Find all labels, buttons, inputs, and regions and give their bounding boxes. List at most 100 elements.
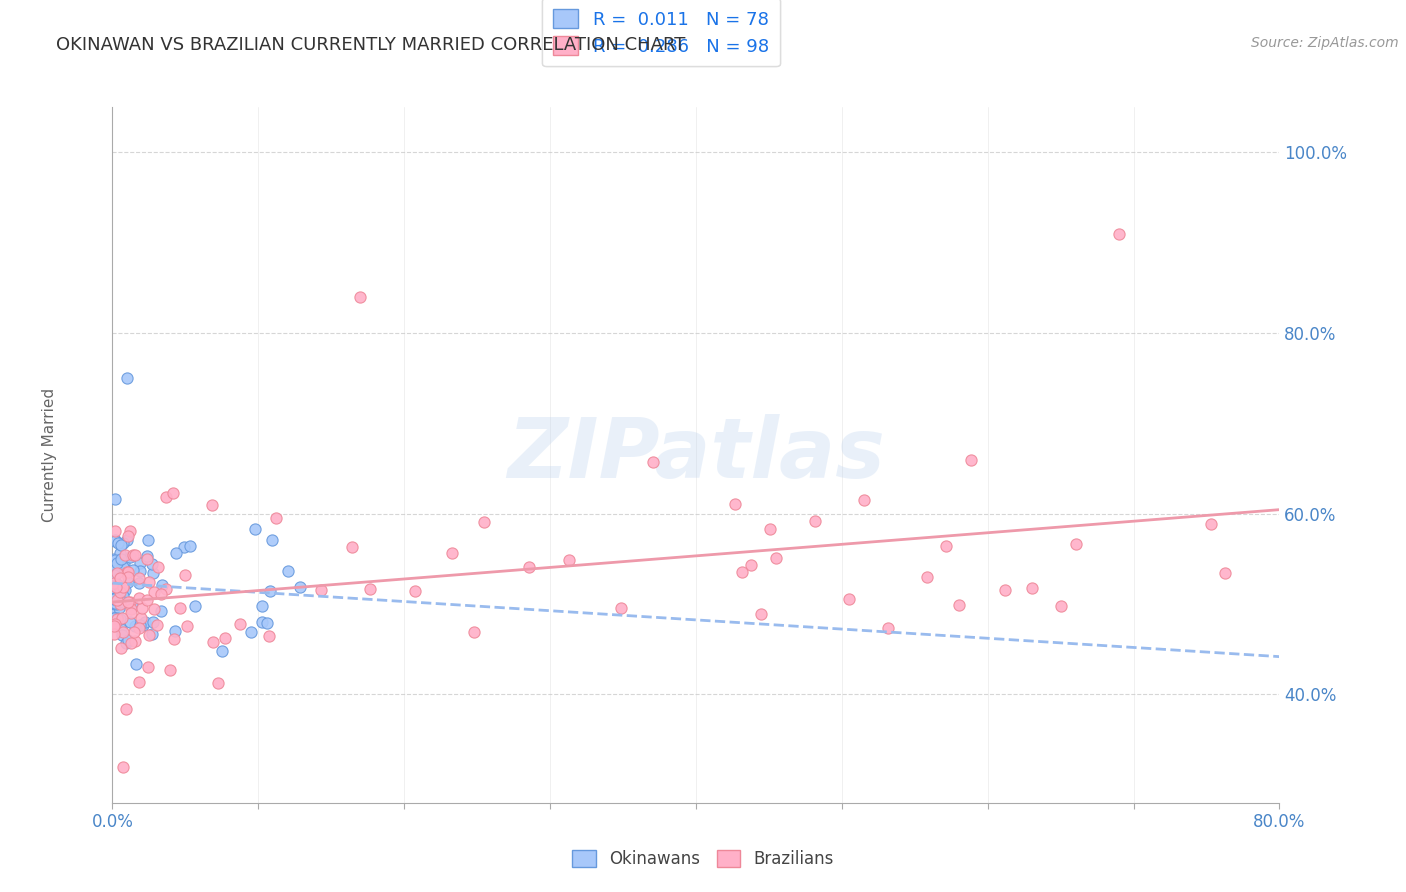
Point: [110, 551, 132, 566]
Point: [145, 617, 167, 632]
Point: [250, 615, 273, 630]
Point: [163, 624, 186, 639]
Point: [117, 529, 139, 543]
Point: [134, 615, 156, 630]
Point: [349, 290, 371, 304]
Text: Currently Married: Currently Married: [42, 388, 56, 522]
Point: [165, 545, 187, 559]
Point: [129, 618, 152, 632]
Point: [174, 567, 197, 582]
Point: [207, 675, 229, 690]
Point: [120, 607, 142, 621]
Point: [309, 582, 332, 597]
Point: [558, 553, 581, 567]
Point: [120, 636, 142, 650]
Point: [155, 490, 177, 504]
Point: [256, 616, 278, 631]
Point: [214, 631, 236, 645]
Point: [740, 558, 762, 573]
Point: [150, 604, 173, 618]
Point: [103, 561, 125, 575]
Point: [118, 550, 141, 565]
Point: [108, 571, 131, 585]
Point: [138, 574, 160, 589]
Point: [104, 491, 127, 506]
Point: [117, 632, 139, 647]
Point: [155, 582, 177, 596]
Point: [1199, 516, 1222, 531]
Point: [110, 641, 132, 656]
Point: [117, 565, 139, 579]
Point: [108, 590, 131, 604]
Point: [108, 601, 131, 615]
Point: [103, 607, 125, 622]
Point: [104, 534, 127, 549]
Point: [853, 492, 876, 507]
Point: [838, 592, 860, 607]
Point: [266, 510, 288, 524]
Point: [162, 486, 184, 500]
Point: [239, 624, 262, 639]
Point: [103, 611, 125, 625]
Point: [173, 541, 195, 555]
Point: [122, 548, 145, 562]
Point: [243, 522, 266, 536]
Point: [129, 564, 152, 578]
Point: [104, 616, 127, 631]
Point: [257, 629, 280, 643]
Point: [136, 660, 159, 674]
Point: [150, 578, 173, 592]
Point: [1213, 566, 1236, 580]
Point: [724, 497, 747, 511]
Point: [229, 617, 252, 632]
Point: [730, 565, 752, 579]
Point: [120, 524, 142, 538]
Point: [104, 524, 127, 538]
Point: [610, 601, 633, 615]
Point: [112, 536, 135, 550]
Text: Source: ZipAtlas.com: Source: ZipAtlas.com: [1251, 36, 1399, 50]
Point: [105, 592, 128, 607]
Point: [641, 455, 664, 469]
Point: [288, 580, 311, 594]
Point: [994, 582, 1017, 597]
Point: [108, 612, 131, 626]
Point: [211, 644, 233, 658]
Point: [136, 551, 159, 566]
Point: [107, 535, 129, 549]
Point: [440, 546, 463, 560]
Point: [159, 664, 181, 678]
Point: [105, 556, 128, 570]
Point: [759, 522, 782, 536]
Point: [112, 583, 135, 598]
Point: [169, 600, 191, 615]
Point: [115, 371, 138, 385]
Text: ZIPatlas: ZIPatlas: [508, 415, 884, 495]
Point: [128, 621, 150, 635]
Point: [359, 582, 381, 596]
Point: [128, 575, 150, 590]
Point: [120, 602, 142, 616]
Point: [179, 540, 201, 554]
Point: [125, 657, 148, 671]
Point: [104, 598, 127, 612]
Point: [340, 540, 363, 554]
Point: [111, 580, 134, 594]
Point: [404, 583, 426, 598]
Point: [1108, 227, 1130, 241]
Point: [111, 611, 134, 625]
Point: [103, 581, 125, 595]
Point: [142, 615, 165, 629]
Point: [1021, 581, 1043, 595]
Point: [129, 556, 152, 570]
Point: [103, 611, 125, 625]
Point: [117, 570, 139, 584]
Point: [915, 570, 938, 584]
Point: [117, 565, 139, 579]
Point: [112, 589, 135, 603]
Point: [105, 593, 128, 607]
Point: [765, 551, 787, 566]
Point: [262, 533, 284, 548]
Point: [163, 632, 186, 646]
Point: [112, 556, 135, 570]
